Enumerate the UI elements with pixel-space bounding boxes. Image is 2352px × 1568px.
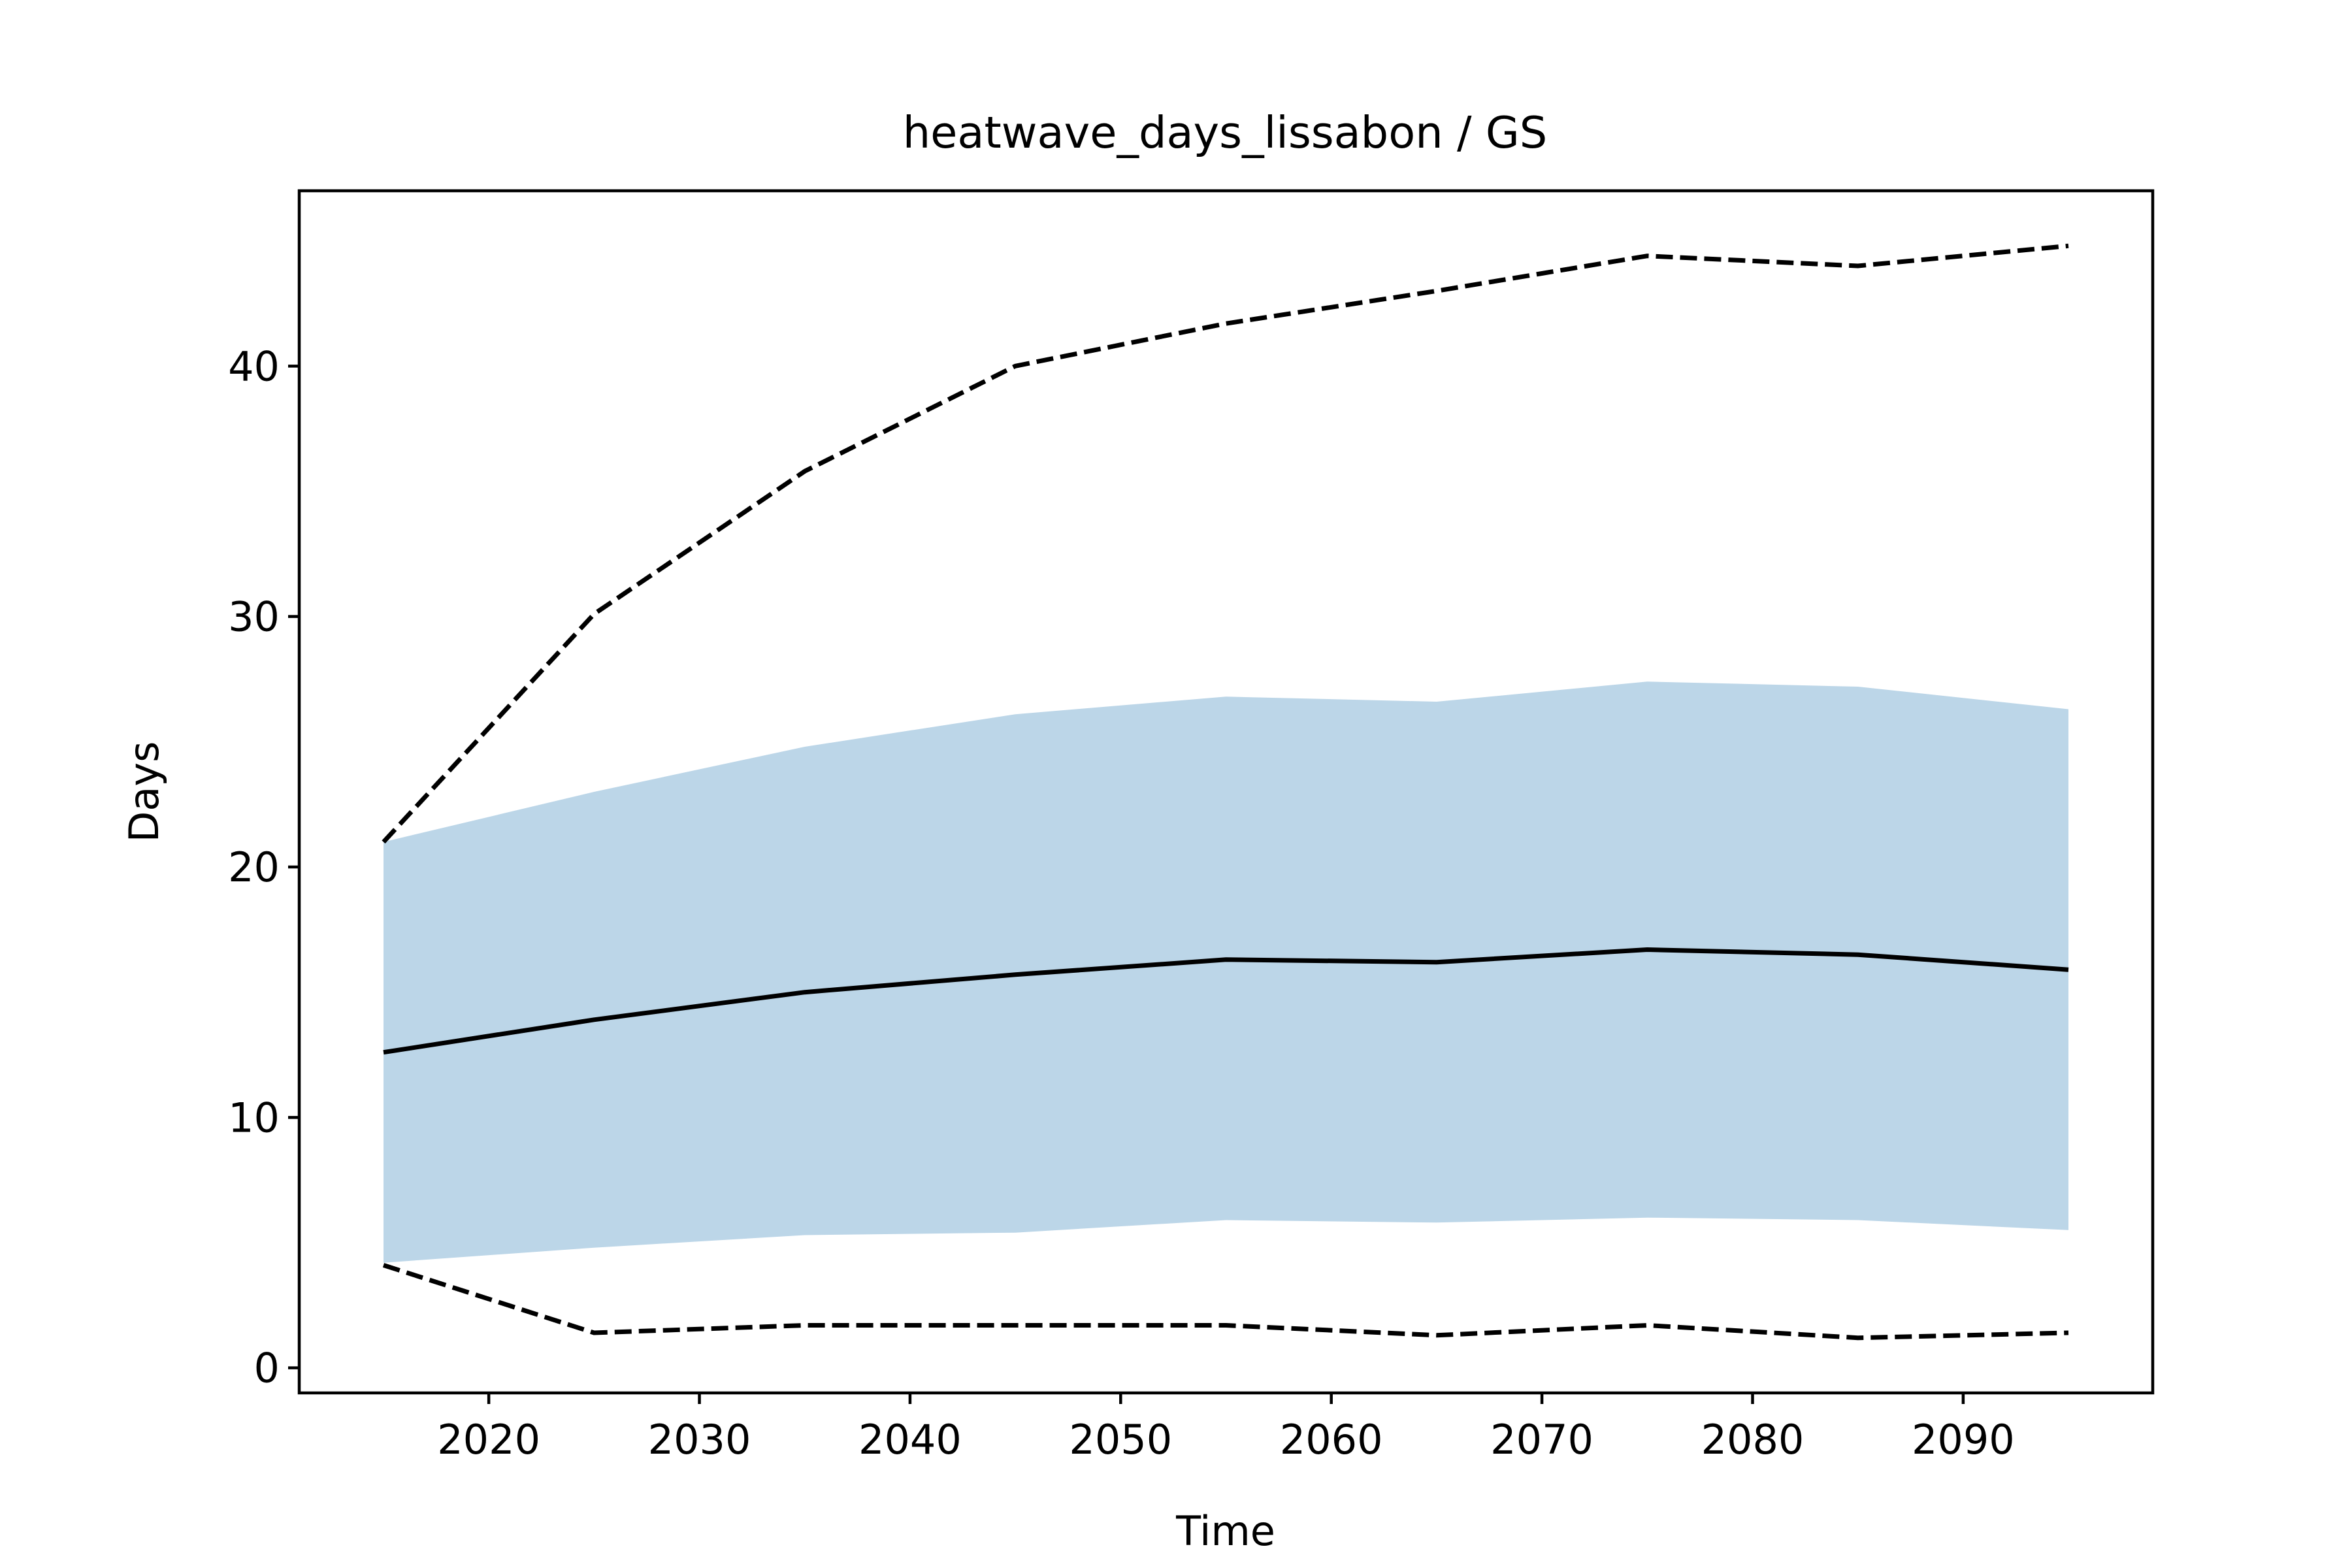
min-series-line (382, 1263, 2069, 1341)
plot-frame (297, 189, 2155, 1395)
y-tick-label: 30 (228, 593, 280, 641)
chart-title: heatwave_days_lissabon / GS (903, 107, 1548, 158)
x-tick-label: 2080 (1701, 1416, 1805, 1463)
y-tick-label: 40 (228, 342, 280, 390)
x-tick-label: 2090 (1912, 1416, 2015, 1463)
plot-area (382, 243, 2069, 1341)
y-tick-label: 0 (254, 1345, 280, 1392)
y-tick-label: 20 (228, 843, 280, 891)
x-tick-label: 2050 (1069, 1416, 1172, 1463)
y-axis: 0 10 20 30 40 (228, 342, 299, 1392)
max-series-line (382, 243, 2069, 844)
x-tick-label: 2030 (648, 1416, 751, 1463)
y-tick-label: 10 (228, 1094, 280, 1141)
x-tick-label: 2060 (1280, 1416, 1383, 1463)
percentile-band (384, 681, 2068, 1263)
x-axis: 2020 2030 2040 2050 2060 2070 2080 2090 (437, 1393, 2015, 1463)
x-axis-label: Time (1175, 1507, 1275, 1555)
median-series-line (383, 947, 2069, 1055)
x-tick-label: 2040 (858, 1416, 962, 1463)
x-tick-label: 2020 (437, 1416, 540, 1463)
y-axis-label: Days (120, 742, 168, 843)
x-tick-label: 2070 (1490, 1416, 1593, 1463)
